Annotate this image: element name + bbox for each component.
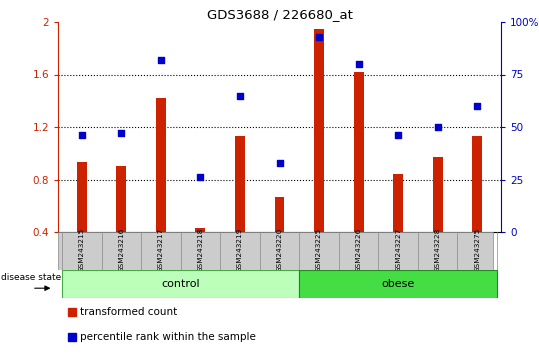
Title: GDS3688 / 226680_at: GDS3688 / 226680_at [206,8,353,21]
Point [78,132,86,138]
Point [473,103,481,109]
Text: obese: obese [382,279,415,289]
Bar [156,98,166,232]
Bar [68,333,76,341]
Point [236,93,244,98]
Bar [77,162,87,232]
Text: disease state: disease state [1,273,61,282]
Bar [116,166,126,232]
Bar [274,196,285,232]
Bar [314,29,324,232]
Bar [299,270,497,298]
Text: control: control [161,279,200,289]
Bar [196,228,205,232]
Text: percentile rank within the sample: percentile rank within the sample [80,332,256,342]
Text: GSM243218: GSM243218 [197,228,203,272]
Point [433,124,442,130]
Text: GSM243215: GSM243215 [79,228,85,272]
Bar [68,308,76,316]
Point [117,131,126,136]
Bar [472,136,482,232]
Point [275,160,284,166]
Text: transformed count: transformed count [80,307,177,317]
Bar [393,174,403,232]
Text: GSM243216: GSM243216 [118,228,125,272]
Point [354,61,363,67]
Text: GSM243226: GSM243226 [356,228,362,272]
Text: GSM243228: GSM243228 [435,228,441,272]
Text: GSM243217: GSM243217 [158,228,164,272]
Point [196,175,205,180]
Bar [62,270,299,298]
Text: GSM243219: GSM243219 [237,228,243,272]
Point [156,57,165,63]
Point [315,34,323,40]
Bar [433,157,443,232]
Bar [235,136,245,232]
Point [394,132,403,138]
Text: GSM243225: GSM243225 [316,228,322,272]
Text: GSM243275: GSM243275 [474,228,480,272]
Text: GSM243227: GSM243227 [395,228,401,272]
Bar [354,72,363,232]
Text: GSM243220: GSM243220 [277,228,282,272]
